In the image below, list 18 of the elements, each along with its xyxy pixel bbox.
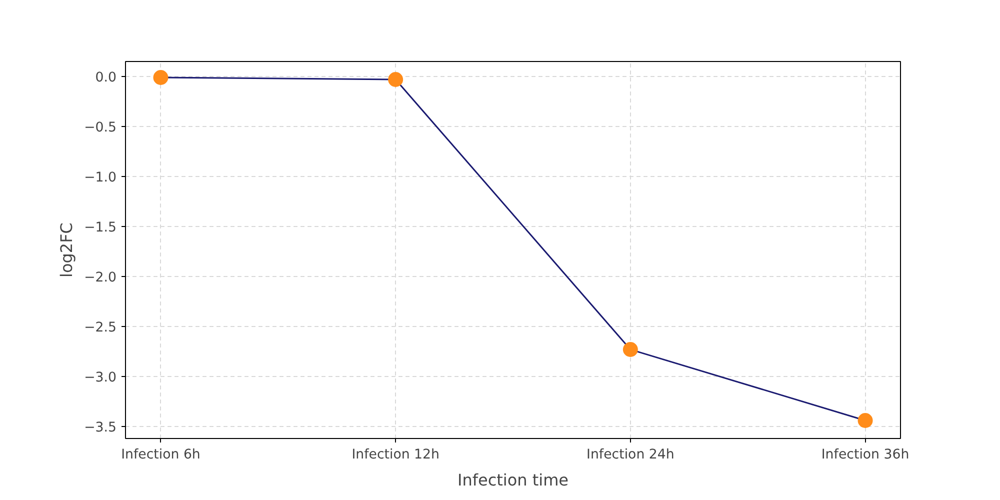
point: [153, 70, 168, 85]
y-tick-label: −2.0: [84, 270, 117, 286]
point: [388, 72, 404, 87]
y-tick-label: −0.5: [84, 120, 117, 136]
x-axis-title: Infection time: [457, 470, 569, 490]
x-tick-label: Infection 36h: [821, 448, 910, 462]
y-tick-label: −3.0: [84, 370, 117, 386]
x-tick-label: Infection 6h: [121, 448, 200, 462]
y-tick-label: −1.0: [84, 170, 117, 186]
y-tick-label: −2.5: [84, 320, 117, 336]
y-tick-label: −3.5: [84, 420, 117, 436]
y-tick-label: −1.5: [84, 220, 117, 236]
point: [858, 413, 873, 428]
x-tick-label: Infection 12h: [352, 448, 440, 462]
y-axis-title: log2FC: [57, 222, 76, 278]
y-tick-label: 0.0: [95, 70, 117, 86]
x-tick-label: Infection 24h: [586, 448, 674, 462]
point: [622, 342, 638, 357]
